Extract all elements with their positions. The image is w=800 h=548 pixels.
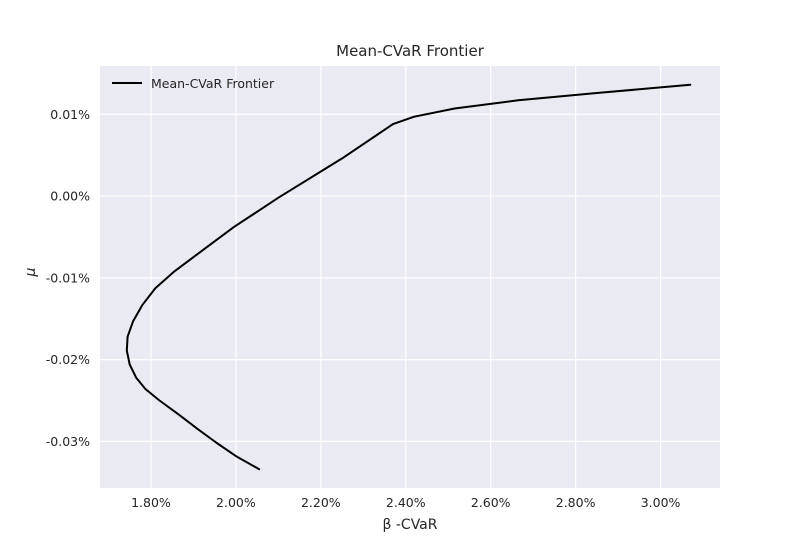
x-tick-label: 3.00% xyxy=(641,495,681,510)
grid xyxy=(100,66,720,488)
series-layer xyxy=(125,83,692,471)
legend: Mean-CVaR Frontier xyxy=(112,76,275,91)
y-tick-label: -0.03% xyxy=(46,434,90,449)
x-tick-label: 2.60% xyxy=(471,495,511,510)
y-tick-label: 0.00% xyxy=(50,189,90,204)
y-axis-label: μ xyxy=(23,267,39,277)
x-tick-label: 2.40% xyxy=(386,495,426,510)
y-tick-labels: 0.01% 0.00% -0.01% -0.02% -0.03% xyxy=(46,107,90,449)
x-tick-label: 2.00% xyxy=(216,495,256,510)
x-tick-label: 2.20% xyxy=(301,495,341,510)
x-tick-label: 2.80% xyxy=(556,495,596,510)
chart-title: Mean-CVaR Frontier xyxy=(336,42,485,60)
plot-area xyxy=(100,66,720,488)
x-axis-label: β -CVaR xyxy=(382,517,437,533)
y-tick-label: -0.01% xyxy=(46,270,90,285)
frontier-line xyxy=(125,83,692,471)
y-tick-label: 0.01% xyxy=(50,107,90,122)
y-tick-label: -0.02% xyxy=(46,352,90,367)
legend-label: Mean-CVaR Frontier xyxy=(151,76,275,91)
x-tick-labels: 1.80% 2.00% 2.20% 2.40% 2.60% 2.80% 3.00% xyxy=(131,495,680,510)
x-tick-label: 1.80% xyxy=(131,495,171,510)
